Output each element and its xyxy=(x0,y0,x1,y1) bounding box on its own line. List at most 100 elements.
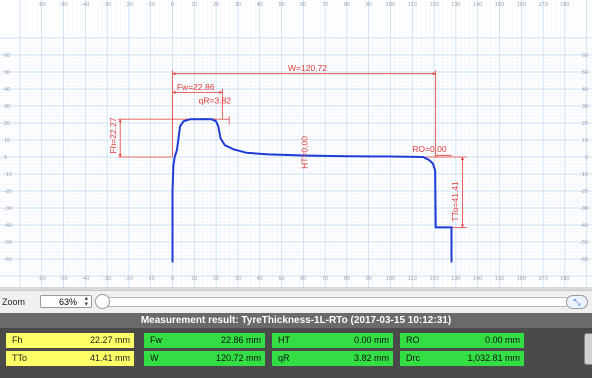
x-tick-label-top: 180 xyxy=(560,2,569,8)
result-value: 0.00 mm xyxy=(353,335,389,345)
x-tick-label-bottom: 160 xyxy=(517,276,526,282)
y-tick-label-right: -60 xyxy=(580,257,588,263)
y-tick-label-left: 0 xyxy=(4,155,7,161)
x-tick-label-bottom: 170 xyxy=(539,276,548,282)
y-tick-label-left: 10 xyxy=(4,138,10,144)
measurement-result-panel: Measurement result: TyreThickness-1L-RTo… xyxy=(0,313,592,378)
x-tick-label-top: 70 xyxy=(322,2,328,8)
x-tick-label-bottom: -50 xyxy=(60,276,68,282)
result-value: 1,032.81 mm xyxy=(467,353,520,363)
x-tick-label-bottom: 150 xyxy=(495,276,504,282)
zoom-label: Zoom xyxy=(2,297,26,307)
side-button[interactable] xyxy=(584,333,592,365)
result-cell-ht: HT 0.00 mm xyxy=(272,333,393,348)
x-tick-label-top: 130 xyxy=(451,2,460,8)
zoom-select[interactable]: 63% ▴ ▾ xyxy=(40,295,92,308)
x-tick-label-top: 90 xyxy=(366,2,372,8)
result-label: Fh xyxy=(12,335,23,345)
y-tick-label-right: -10 xyxy=(580,172,588,178)
fw-dimension-label: Fw=22.86 xyxy=(177,82,215,92)
tyre-profile-curve xyxy=(171,118,453,263)
tto-arrow-bottom xyxy=(460,224,464,228)
spinner-arrows-icon[interactable]: ▴ ▾ xyxy=(84,295,88,308)
x-tick-label-top: -30 xyxy=(103,2,111,8)
x-tick-label-bottom: -40 xyxy=(81,276,89,282)
x-tick-label-bottom: 20 xyxy=(213,276,219,282)
fh-arrow-bottom xyxy=(118,154,122,157)
profile-plot[interactable]: -60 -60 -50 -50 -40 -40 -30 -30 -20 -20 -10 -10 0 0 10… xyxy=(0,0,592,287)
result-value: 120.72 mm xyxy=(215,353,261,363)
zoom-slider-track[interactable] xyxy=(100,297,570,307)
x-tick-label-top: -10 xyxy=(147,2,155,8)
x-tick-label-top: 60 xyxy=(300,2,306,8)
y-tick-label-right: 60 xyxy=(582,53,588,59)
x-tick-label-top: -60 xyxy=(38,2,46,8)
result-title: Measurement result: TyreThickness-1L-RTo… xyxy=(0,313,592,328)
ht-dimension-label: HT=0.00 xyxy=(300,136,310,169)
x-tick-label-bottom: 70 xyxy=(322,276,328,282)
y-tick-label-right: -40 xyxy=(580,223,588,229)
x-tick-label-top: 50 xyxy=(278,2,284,8)
ro-dimension-label: RO=0.00 xyxy=(412,144,447,154)
x-tick-label-top: 100 xyxy=(386,2,395,8)
result-label: Drc xyxy=(406,353,420,363)
fh-arrow-top xyxy=(118,119,122,123)
result-value: 3.82 mm xyxy=(353,353,389,363)
x-tick-label-bottom: -60 xyxy=(38,276,46,282)
y-tick-label-right: -20 xyxy=(580,189,588,195)
x-tick-label-top: 80 xyxy=(344,2,350,8)
y-tick-label-left: -60 xyxy=(4,257,12,263)
x-tick-label-top: 110 xyxy=(408,2,417,8)
y-tick-label-left: 30 xyxy=(4,104,10,110)
x-tick-label-top: 30 xyxy=(235,2,241,8)
result-label: RO xyxy=(406,335,420,345)
x-tick-label-bottom: 120 xyxy=(430,276,439,282)
y-tick-label-right: -30 xyxy=(580,206,588,212)
fw-arrow-right xyxy=(219,90,223,94)
zoom-value: 63% xyxy=(58,297,77,307)
y-tick-label-right: 40 xyxy=(582,87,588,93)
result-cell-w: W 120.72 mm xyxy=(144,351,265,366)
result-label: Fw xyxy=(150,335,162,345)
w-arrow-left xyxy=(172,72,176,76)
y-tick-label-left: -50 xyxy=(4,240,12,246)
y-tick-label-right: 20 xyxy=(582,121,588,127)
result-label: qR xyxy=(278,353,290,363)
y-tick-label-left: -40 xyxy=(4,223,12,229)
zoom-bar: Zoom 63% ▴ ▾ ⤡ xyxy=(0,290,592,313)
x-tick-label-bottom: 80 xyxy=(344,276,350,282)
x-tick-label-bottom: 110 xyxy=(408,276,417,282)
x-tick-label-top: 170 xyxy=(539,2,548,8)
result-cell-tto: TTo 41.41 mm xyxy=(6,351,134,366)
profile-canvas[interactable]: -60 -60 -50 -50 -40 -40 -30 -30 -20 -20 -10 -10 0 0 10… xyxy=(0,0,592,287)
x-tick-label-top: 0 xyxy=(171,2,174,8)
x-tick-label-bottom: 40 xyxy=(257,276,263,282)
x-tick-label-bottom: -20 xyxy=(125,276,133,282)
fit-to-view-icon[interactable]: ⤡ xyxy=(566,295,588,309)
result-cell-drc: Drc 1,032.81 mm xyxy=(400,351,524,366)
x-tick-label-top: 10 xyxy=(191,2,197,8)
qr-dimension-label: qR=3.82 xyxy=(199,95,232,105)
result-cell-fh: Fh 22.27 mm xyxy=(6,333,134,348)
tto-dimension-label: TTo=41.41 xyxy=(450,181,460,222)
y-tick-label-left: 60 xyxy=(4,53,10,59)
x-tick-label-bottom: 140 xyxy=(473,276,482,282)
y-tick-label-right: 30 xyxy=(582,104,588,110)
result-cell-qr: qR 3.82 mm xyxy=(272,351,393,366)
result-label: HT xyxy=(278,335,290,345)
x-tick-label-top: -40 xyxy=(81,2,89,8)
y-tick-label-right: -50 xyxy=(580,240,588,246)
x-tick-label-bottom: -10 xyxy=(147,276,155,282)
y-tick-label-right: 50 xyxy=(582,70,588,76)
x-tick-label-bottom: 180 xyxy=(560,276,569,282)
fh-dimension-label: Fh=22.27 xyxy=(108,117,118,153)
y-tick-label-left: -10 xyxy=(4,172,12,178)
x-tick-label-bottom: 90 xyxy=(366,276,372,282)
x-tick-label-bottom: 50 xyxy=(278,276,284,282)
y-tick-label-left: -30 xyxy=(4,206,12,212)
x-tick-label-bottom: 10 xyxy=(191,276,197,282)
x-tick-label-top: 20 xyxy=(213,2,219,8)
w-dimension-label: W=120.72 xyxy=(288,63,327,73)
y-tick-label-left: 50 xyxy=(4,70,10,76)
zoom-slider-thumb[interactable] xyxy=(95,294,110,309)
